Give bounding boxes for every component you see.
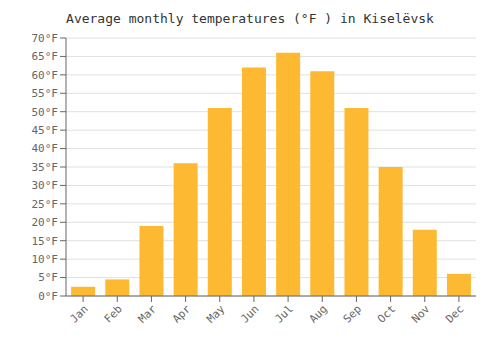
svg-text:0°F: 0°F <box>38 290 58 303</box>
svg-text:25°F: 25°F <box>32 198 59 211</box>
svg-text:40°F: 40°F <box>32 142 59 155</box>
svg-text:60°F: 60°F <box>32 69 59 82</box>
svg-text:Jan: Jan <box>67 302 90 325</box>
svg-text:Feb: Feb <box>102 302 125 325</box>
svg-text:Oct: Oct <box>375 302 398 325</box>
svg-text:55°F: 55°F <box>32 87 59 100</box>
svg-text:35°F: 35°F <box>32 161 59 174</box>
svg-text:Apr: Apr <box>170 302 194 326</box>
svg-text:10°F: 10°F <box>32 253 59 266</box>
html-text:Average monthly temperatures (: Average monthly temperatures (°F ) in Ki… <box>66 11 434 26</box>
svg-text:Dec: Dec <box>443 302 466 325</box>
svg-text:Sep: Sep <box>341 302 364 325</box>
svg-text:20°F: 20°F <box>32 216 59 229</box>
svg-text:70°F: 70°F <box>32 32 59 45</box>
svg-text:Jun: Jun <box>238 302 261 325</box>
svg-text:65°F: 65°F <box>32 50 59 63</box>
svg-text:Mar: Mar <box>136 302 160 326</box>
svg-text:5°F: 5°F <box>38 271 58 284</box>
svg-text:50°F: 50°F <box>32 106 59 119</box>
svg-text:45°F: 45°F <box>32 124 59 137</box>
svg-text:30°F: 30°F <box>32 179 59 192</box>
svg-text:Nov: Nov <box>409 302 433 326</box>
svg-text:15°F: 15°F <box>32 235 59 248</box>
svg-text:Aug: Aug <box>307 302 330 325</box>
svg-text:May: May <box>204 302 228 326</box>
svg-text:Jul: Jul <box>272 302 295 325</box>
